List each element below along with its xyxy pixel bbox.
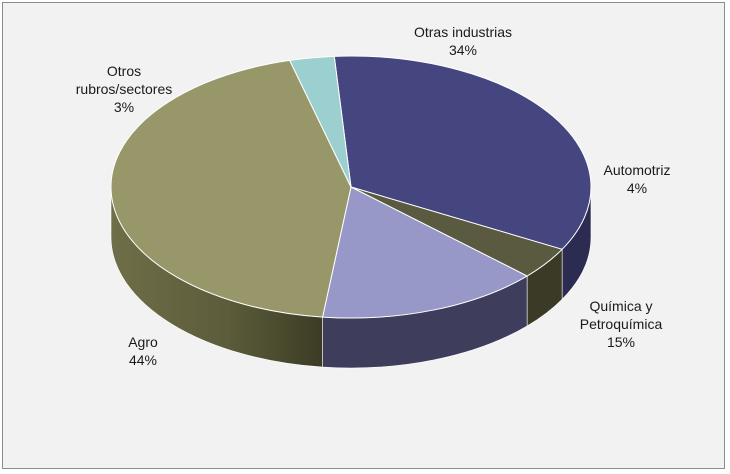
slice-label-otras-industrias: Otras industrias 34% bbox=[398, 23, 528, 59]
label-name-line2: rubros/sectores bbox=[75, 81, 173, 97]
label-name: Otras industrias bbox=[413, 24, 513, 40]
label-name: Química y bbox=[589, 298, 653, 314]
label-name: Otros bbox=[106, 63, 142, 79]
pie-slices bbox=[110, 55, 592, 319]
slice-label-otros-rubros: Otros rubros/sectores 3% bbox=[61, 62, 187, 116]
label-name: Automotriz bbox=[603, 162, 671, 178]
chart-area: Otras industrias 34% Automotriz 4% Quími… bbox=[2, 2, 725, 469]
pie-slice-quimica-petroquimica bbox=[321, 186, 529, 319]
pie-slice-agro bbox=[110, 59, 352, 318]
label-percent: 3% bbox=[113, 99, 135, 115]
slice-label-agro: Agro 44% bbox=[113, 333, 173, 369]
label-percent: 44% bbox=[128, 352, 158, 368]
label-percent: 34% bbox=[448, 42, 478, 58]
label-percent: 15% bbox=[606, 334, 636, 350]
slice-label-automotriz: Automotriz 4% bbox=[592, 161, 682, 197]
slice-label-quimica-petroquimica: Química y Petroquímica 15% bbox=[566, 297, 676, 351]
label-name-line2: Petroquímica bbox=[579, 316, 663, 332]
pie-slice-otros-rubros bbox=[288, 55, 352, 188]
label-name: Agro bbox=[128, 334, 158, 350]
label-percent: 4% bbox=[626, 180, 648, 196]
pie-chart bbox=[110, 55, 592, 369]
